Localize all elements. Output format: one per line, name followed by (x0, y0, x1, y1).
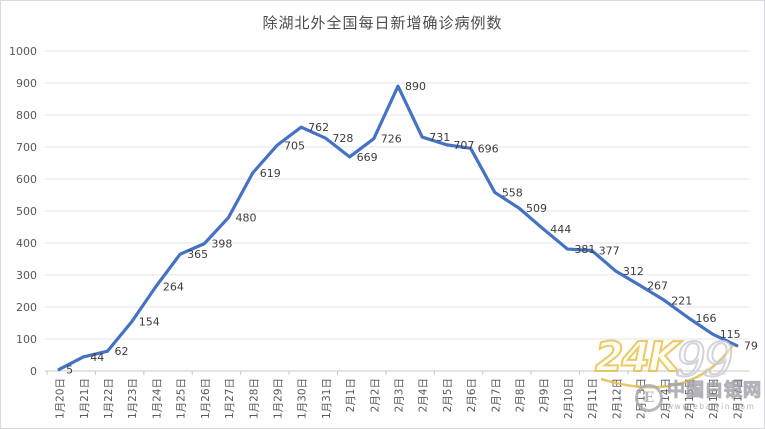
x-axis-label: 1月24日 (151, 378, 163, 419)
x-axis-label: 2月4日 (418, 378, 430, 412)
data-label: 728 (332, 132, 353, 145)
data-label: 619 (260, 167, 281, 180)
x-axis-label: 1月28日 (248, 378, 260, 419)
x-axis-label: 1月21日 (79, 378, 91, 419)
data-label: 726 (381, 133, 402, 146)
data-label: 669 (357, 151, 378, 164)
x-axis-label: 1月31日 (321, 378, 333, 419)
x-axis-label: 1月25日 (176, 378, 188, 419)
y-axis-label: 100 (16, 333, 37, 346)
x-axis-label: 1月26日 (200, 378, 212, 419)
data-label: 5 (66, 363, 73, 376)
x-axis-label: 2月1日 (345, 378, 357, 412)
x-axis-label: 2月12日 (611, 378, 623, 419)
data-label: 62 (115, 345, 129, 358)
data-series-line (57, 84, 739, 371)
data-label: 762 (308, 121, 329, 134)
data-label: 398 (211, 238, 232, 251)
y-axis-label: 500 (16, 205, 37, 218)
y-axis-label: 900 (16, 77, 37, 90)
data-label: 312 (623, 265, 644, 278)
y-axis-label: 1000 (9, 45, 37, 58)
x-axis-label: 2月15日 (684, 378, 696, 419)
data-label: 890 (405, 80, 426, 93)
data-label: 509 (526, 202, 547, 215)
data-label: 558 (502, 186, 523, 199)
data-label: 444 (550, 223, 571, 236)
x-axis-label: 2月11日 (587, 378, 599, 419)
x-axis-label: 2月2日 (369, 378, 381, 412)
y-axis-label: 800 (16, 109, 37, 122)
x-axis-label: 2月10日 (563, 378, 575, 419)
x-axis-label: 1月23日 (127, 378, 139, 419)
data-label: 377 (599, 244, 620, 257)
x-axis-label: 1月22日 (103, 378, 115, 419)
x-axis-label: 2月3日 (394, 378, 406, 412)
x-axis-label: 2月7日 (490, 378, 502, 412)
x-axis-label: 2月6日 (466, 378, 478, 412)
x-axis-label: 2月14日 (660, 378, 672, 419)
data-label: 79 (744, 340, 758, 353)
data-label: 44 (90, 351, 104, 364)
y-axis-label: 700 (16, 141, 37, 154)
y-axis-label: 600 (16, 173, 37, 186)
x-axis-label: 1月27日 (224, 378, 236, 419)
data-label: 115 (720, 328, 741, 341)
x-axis-label: 1月20日 (55, 378, 67, 419)
data-label: 381 (574, 243, 595, 256)
x-axis-label: 2月8日 (515, 378, 527, 412)
data-label: 267 (647, 280, 668, 293)
x-axis-label: 2月5日 (442, 378, 454, 412)
x-axis-label: 2月9日 (539, 378, 551, 412)
x-axis-label: 2月13日 (636, 378, 648, 419)
data-label: 480 (236, 211, 257, 224)
y-axis-label: 200 (16, 301, 37, 314)
data-label: 365 (187, 248, 208, 261)
data-label: 154 (139, 316, 160, 329)
data-label: 696 (478, 142, 499, 155)
y-axis-label: 300 (16, 269, 37, 282)
x-axis-label: 1月30日 (297, 378, 309, 419)
data-label: 707 (453, 139, 474, 152)
data-label: 705 (284, 139, 305, 152)
data-label: 731 (429, 131, 450, 144)
x-axis-label: 2月16日 (708, 378, 720, 419)
y-axis-label: 400 (16, 237, 37, 250)
y-axis-label: 0 (30, 365, 37, 378)
data-label: 221 (671, 294, 692, 307)
data-label: 264 (163, 281, 184, 294)
data-label: 166 (695, 312, 716, 325)
x-axis-label: 1月29日 (272, 378, 284, 419)
x-axis-label: 2月17日 (732, 378, 744, 419)
chart-title: 除湖北外全国每日新增确诊病例数 (262, 14, 503, 32)
